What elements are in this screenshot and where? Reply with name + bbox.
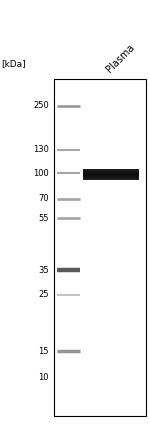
Text: 100: 100 (33, 169, 49, 178)
FancyBboxPatch shape (54, 79, 146, 416)
Text: 15: 15 (38, 347, 49, 356)
Text: 35: 35 (38, 266, 49, 275)
Text: [kDa]: [kDa] (2, 59, 26, 68)
Text: 10: 10 (38, 373, 49, 382)
FancyBboxPatch shape (83, 169, 138, 179)
Text: 25: 25 (38, 290, 49, 299)
Text: 70: 70 (38, 194, 49, 203)
Text: 55: 55 (38, 214, 49, 223)
Text: 130: 130 (33, 145, 49, 154)
Text: Plasma: Plasma (104, 42, 136, 74)
Text: 250: 250 (33, 101, 49, 110)
